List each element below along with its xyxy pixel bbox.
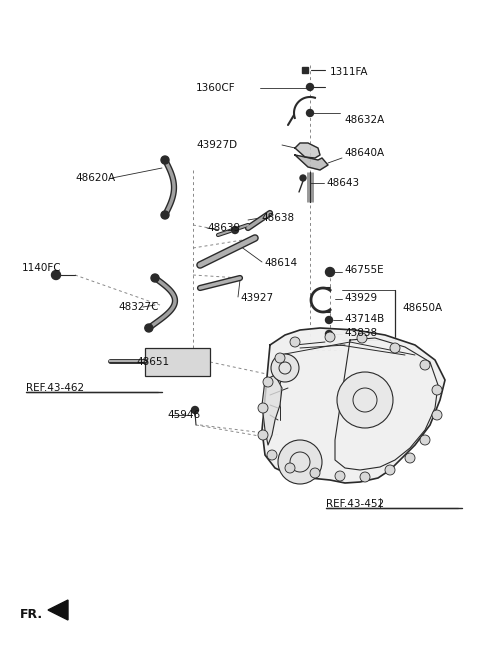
Circle shape <box>300 175 306 181</box>
Circle shape <box>432 410 442 420</box>
Circle shape <box>192 407 199 413</box>
Circle shape <box>310 468 320 478</box>
Circle shape <box>307 83 313 91</box>
Circle shape <box>231 226 239 234</box>
Text: 46755E: 46755E <box>344 265 384 275</box>
Circle shape <box>258 403 268 413</box>
Text: 48650A: 48650A <box>402 303 442 313</box>
Text: 48614: 48614 <box>264 258 297 268</box>
Circle shape <box>420 435 430 445</box>
Circle shape <box>290 337 300 347</box>
Circle shape <box>271 354 299 382</box>
Circle shape <box>337 372 393 428</box>
Text: 48640A: 48640A <box>344 148 384 158</box>
Circle shape <box>231 226 239 234</box>
Bar <box>302 67 308 73</box>
Text: 48620A: 48620A <box>75 173 115 183</box>
Circle shape <box>275 353 285 363</box>
Polygon shape <box>48 600 68 620</box>
Circle shape <box>151 274 159 282</box>
Text: 1140FC: 1140FC <box>22 263 61 273</box>
Text: 48632A: 48632A <box>344 115 384 125</box>
Text: FR.: FR. <box>20 609 43 621</box>
Circle shape <box>161 156 169 164</box>
Polygon shape <box>295 143 320 158</box>
Circle shape <box>278 440 322 484</box>
Text: 48643: 48643 <box>326 178 359 188</box>
Text: 1311FA: 1311FA <box>330 67 369 77</box>
Polygon shape <box>262 375 282 445</box>
Circle shape <box>325 268 335 276</box>
Text: 43929: 43929 <box>344 293 377 303</box>
Circle shape <box>360 472 370 482</box>
Circle shape <box>307 110 313 117</box>
Text: 1360CF: 1360CF <box>196 83 236 93</box>
Polygon shape <box>262 328 445 483</box>
Text: 45946: 45946 <box>167 410 200 420</box>
Text: REF.43-462: REF.43-462 <box>26 383 84 393</box>
Circle shape <box>385 465 395 475</box>
Text: 48327C: 48327C <box>118 302 158 312</box>
Circle shape <box>263 377 273 387</box>
Text: 43838: 43838 <box>344 328 377 338</box>
Circle shape <box>267 450 277 460</box>
Circle shape <box>145 324 153 332</box>
Circle shape <box>161 211 169 219</box>
Circle shape <box>335 471 345 481</box>
Circle shape <box>432 385 442 395</box>
Circle shape <box>420 360 430 370</box>
Text: 48651: 48651 <box>136 357 169 367</box>
Circle shape <box>258 430 268 440</box>
Circle shape <box>51 270 60 279</box>
Circle shape <box>390 343 400 353</box>
Text: 48638: 48638 <box>261 213 294 223</box>
Circle shape <box>405 453 415 463</box>
Circle shape <box>325 332 335 342</box>
Circle shape <box>325 316 333 323</box>
Polygon shape <box>295 155 328 170</box>
Circle shape <box>285 463 295 473</box>
Text: 43714B: 43714B <box>344 314 384 324</box>
Circle shape <box>325 331 333 337</box>
Text: REF.43-452: REF.43-452 <box>326 499 384 509</box>
Text: 43927D: 43927D <box>196 140 237 150</box>
Bar <box>145 348 210 376</box>
Text: 48639: 48639 <box>207 223 240 233</box>
Text: 43927: 43927 <box>240 293 273 303</box>
Circle shape <box>357 333 367 343</box>
